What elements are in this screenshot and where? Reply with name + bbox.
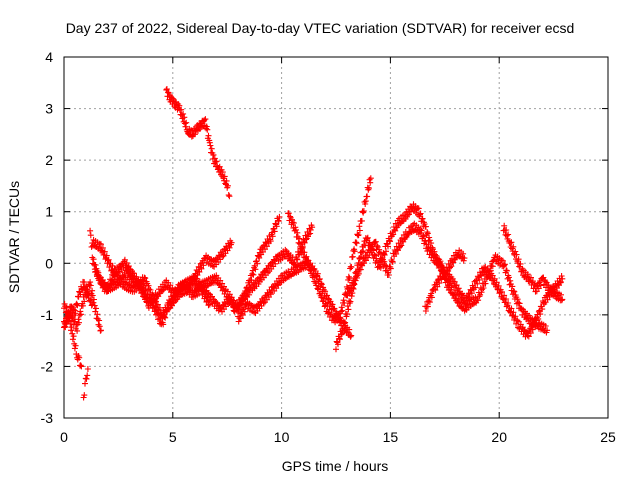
x-tick-label: 10: [274, 429, 290, 445]
series-track-b: [80, 366, 91, 401]
y-tick-label: 3: [45, 101, 53, 117]
x-tick-label: 0: [60, 429, 68, 445]
y-tick-label: -2: [41, 358, 54, 374]
y-tick-label: 4: [45, 49, 53, 65]
y-tick-label: -1: [41, 307, 54, 323]
x-tick-label: 25: [600, 429, 616, 445]
series-marks-track-q: [500, 222, 566, 304]
x-tick-label: 15: [383, 429, 399, 445]
series-marks-track-d: [61, 278, 96, 331]
series-track-q: [500, 222, 566, 304]
y-tick-label: 2: [45, 152, 53, 168]
y-tick-label: -3: [41, 410, 54, 426]
x-tick-label: 20: [491, 429, 507, 445]
series-track-n: [343, 201, 468, 299]
series-track-l: [285, 175, 374, 326]
series-marks-track-b: [80, 366, 91, 401]
series-marks-track-n: [343, 201, 468, 299]
series-track-j: [230, 222, 316, 315]
y-axis-label: SDTVAR / TECUs: [6, 181, 22, 293]
grid-lines: [64, 57, 608, 418]
y-tick-label: 0: [45, 255, 53, 271]
data-marks: [61, 86, 566, 401]
series-marks-track-g: [91, 261, 213, 311]
series-marks-track-j: [230, 222, 316, 315]
y-tick-labels: -3 -2 -1 0 1 2 3 4: [41, 49, 54, 426]
series-marks-track-h: [163, 86, 233, 200]
series-track-h: [163, 86, 233, 200]
x-tick-labels: 0 5 10 15 20 25: [60, 429, 616, 445]
series-track-g: [91, 261, 213, 311]
series-track-d: [61, 278, 96, 331]
series-marks-track-l: [285, 175, 374, 326]
plot-frame: [63, 56, 609, 419]
chart-title: Day 237 of 2022, Sidereal Day-to-day VTE…: [66, 20, 575, 36]
x-axis-label: GPS time / hours: [282, 458, 389, 474]
x-tick-label: 5: [169, 429, 177, 445]
y-tick-label: 1: [45, 204, 53, 220]
